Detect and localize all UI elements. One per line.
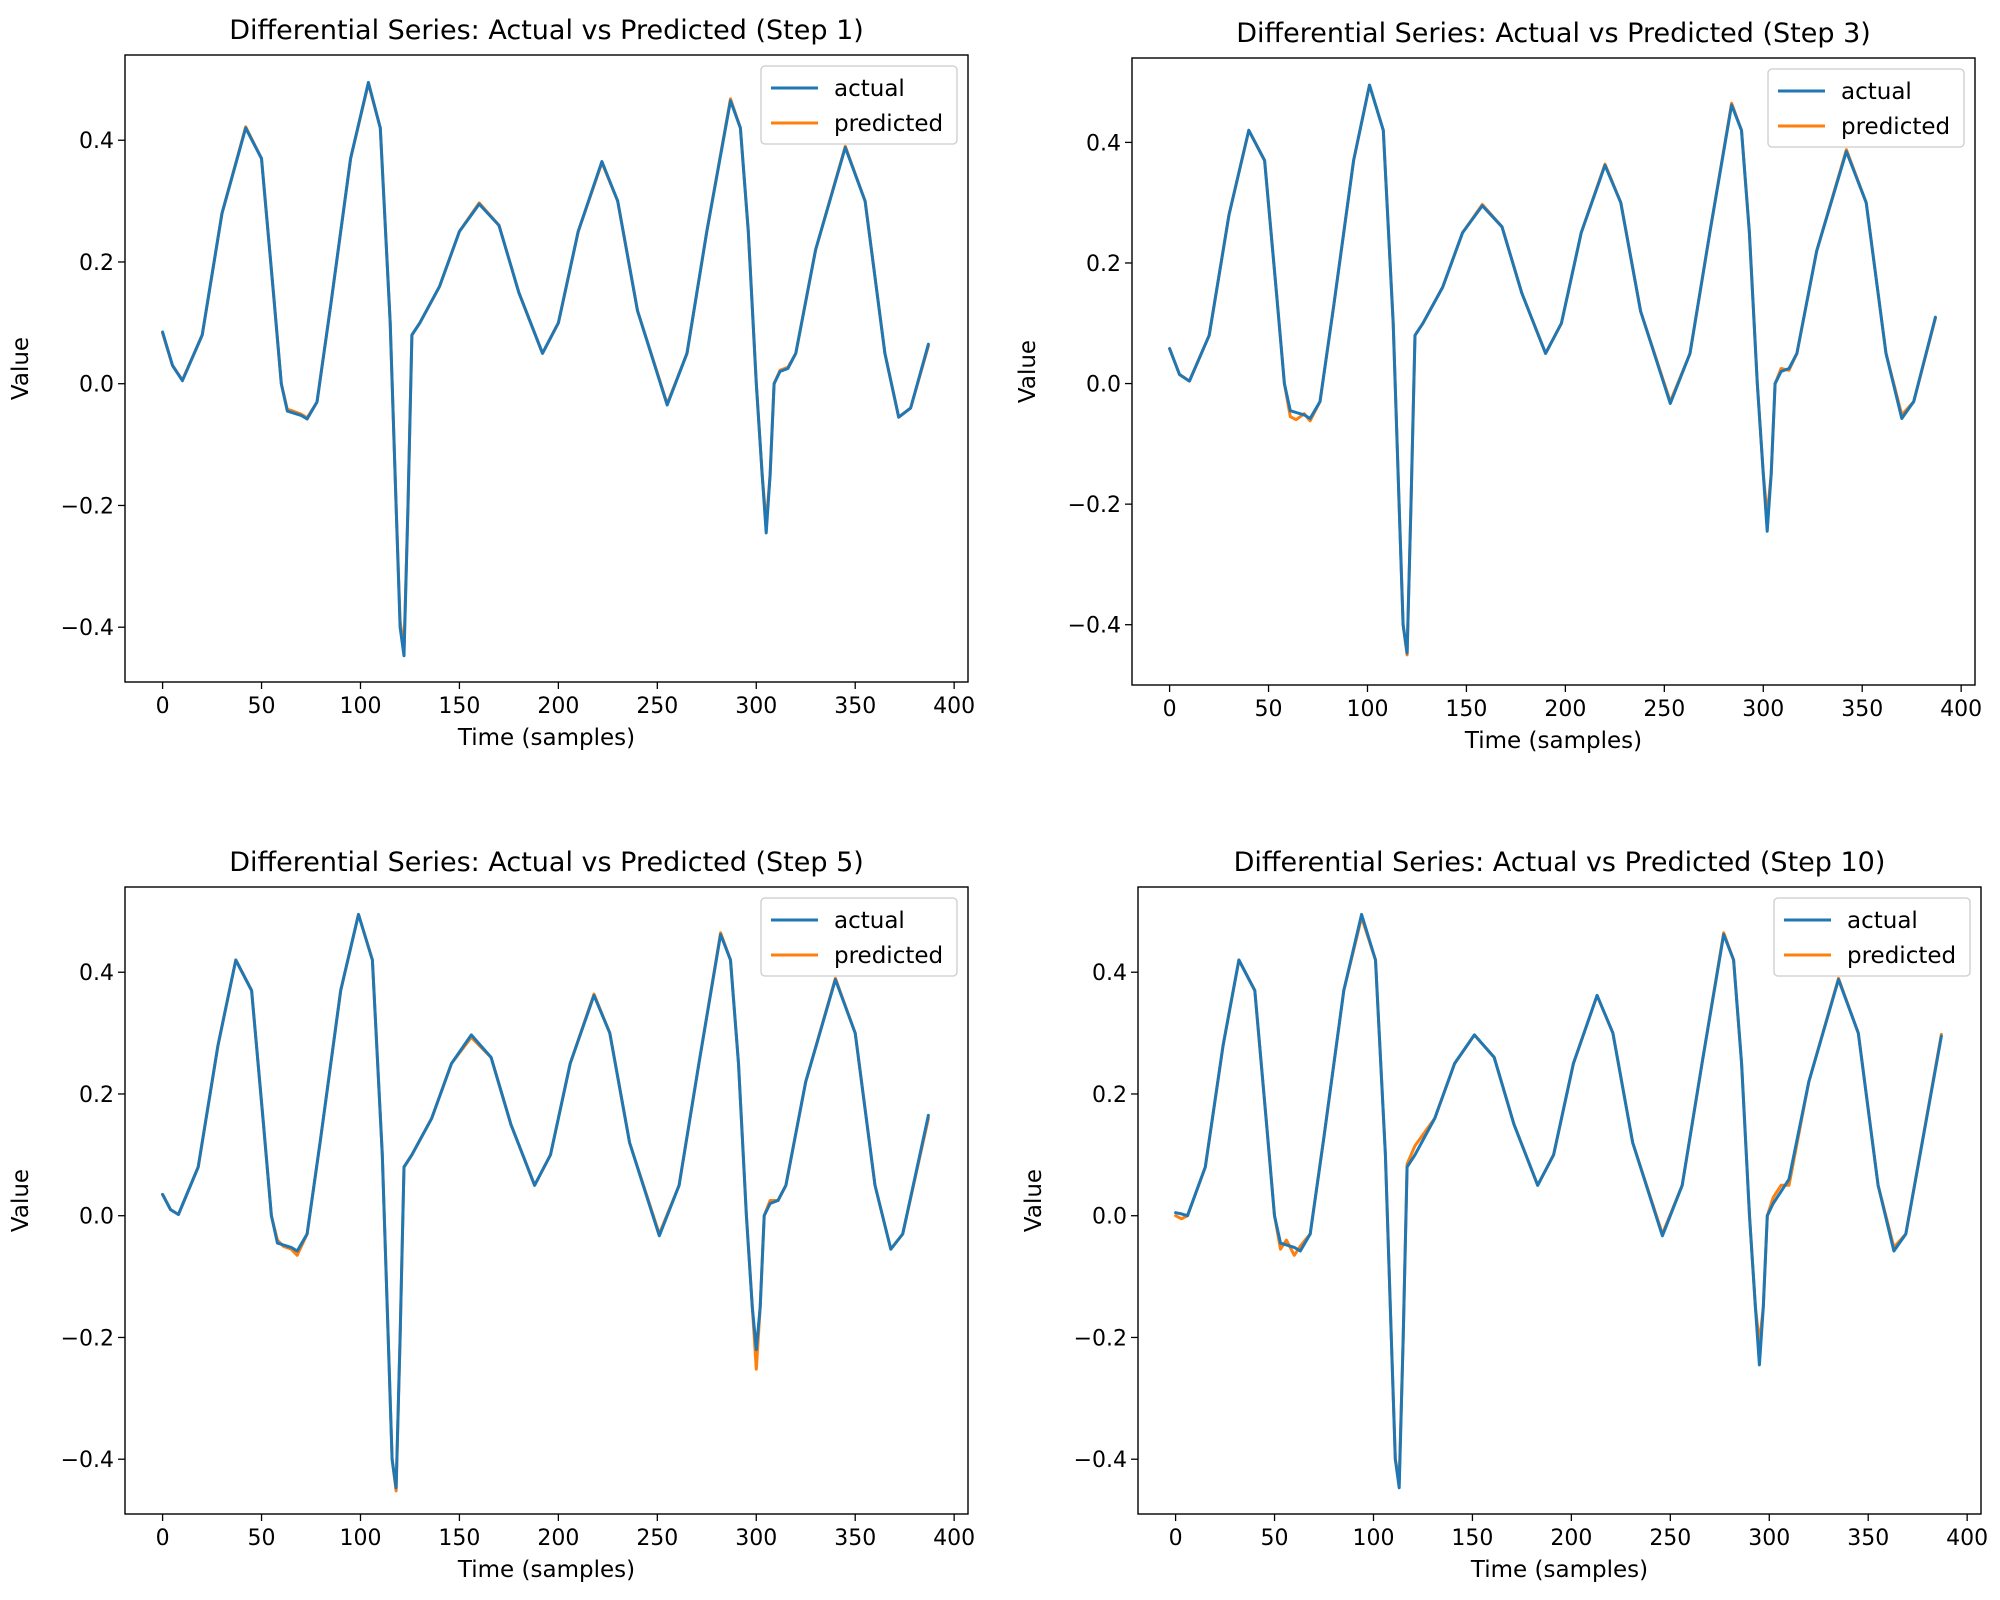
x-tick-label: 300 xyxy=(1748,1526,1790,1551)
x-tick-label: 250 xyxy=(636,694,678,719)
y-tick-label: 0.0 xyxy=(79,373,114,398)
y-axis-label: Value xyxy=(1021,1169,1047,1232)
x-tick-label: 350 xyxy=(1847,1526,1889,1551)
y-tick-label: 0.2 xyxy=(79,251,114,276)
y-tick-label: 0.4 xyxy=(1086,131,1121,156)
plot-frame xyxy=(124,54,969,683)
x-axis-label: Time (samples) xyxy=(1470,1557,1648,1583)
chart-panel-step-3: Differential Series: Actual vs Predicted… xyxy=(1015,18,1982,754)
chart-panel-step-10: Differential Series: Actual vs Predicted… xyxy=(1021,847,1988,1583)
legend-label-actual: actual xyxy=(1847,908,1918,934)
chart-title: Differential Series: Actual vs Predicted… xyxy=(1236,18,1871,49)
x-tick-label: 50 xyxy=(1261,1526,1289,1551)
y-tick-label: 0.4 xyxy=(79,129,114,154)
x-axis-label: Time (samples) xyxy=(457,725,635,751)
legend-label-predicted: predicted xyxy=(834,111,943,137)
x-tick-label: 50 xyxy=(1255,697,1283,722)
x-tick-label: 250 xyxy=(1643,697,1685,722)
y-tick-label: −0.4 xyxy=(61,616,114,641)
x-tick-label: 100 xyxy=(1352,1526,1394,1551)
x-tick-label: 100 xyxy=(1346,697,1388,722)
y-tick-label: 0.4 xyxy=(79,961,114,986)
y-axis-label: Value xyxy=(8,337,34,400)
x-tick-label: 200 xyxy=(537,694,579,719)
series-line-actual xyxy=(161,80,930,658)
y-tick-label: −0.4 xyxy=(61,1448,114,1473)
x-tick-label: 0 xyxy=(156,1526,170,1551)
x-tick-label: 100 xyxy=(339,694,381,719)
x-tick-label: 300 xyxy=(735,694,777,719)
y-tick-label: 0.2 xyxy=(1086,252,1121,277)
x-tick-label: 400 xyxy=(933,694,975,719)
y-tick-label: −0.4 xyxy=(1074,1448,1127,1473)
y-tick-label: 0.0 xyxy=(1086,373,1121,398)
y-tick-label: −0.2 xyxy=(1068,493,1121,518)
x-tick-label: 150 xyxy=(1451,1526,1493,1551)
plot-frame xyxy=(1137,886,1982,1515)
x-tick-label: 0 xyxy=(156,694,170,719)
y-tick-label: −0.2 xyxy=(1074,1326,1127,1351)
x-tick-label: 0 xyxy=(1163,697,1177,722)
x-tick-label: 300 xyxy=(735,1526,777,1551)
y-tick-label: −0.2 xyxy=(61,494,114,519)
chart-panel-step-5: Differential Series: Actual vs Predicted… xyxy=(8,847,975,1583)
x-tick-label: 100 xyxy=(339,1526,381,1551)
legend-label-predicted: predicted xyxy=(834,943,943,969)
y-tick-label: 0.0 xyxy=(1092,1205,1127,1230)
x-tick-label: 150 xyxy=(438,694,480,719)
y-axis-label: Value xyxy=(8,1169,34,1232)
x-tick-label: 50 xyxy=(248,694,276,719)
chart-panel-step-1: Differential Series: Actual vs Predicted… xyxy=(8,15,975,751)
y-tick-label: 0.0 xyxy=(79,1205,114,1230)
y-tick-label: 0.4 xyxy=(1092,961,1127,986)
series-line-actual xyxy=(161,912,930,1490)
legend-label-predicted: predicted xyxy=(1847,943,1956,969)
y-tick-label: −0.2 xyxy=(61,1326,114,1351)
x-axis-label: Time (samples) xyxy=(1464,728,1642,754)
x-tick-label: 300 xyxy=(1742,697,1784,722)
legend-label-actual: actual xyxy=(1841,79,1912,105)
x-tick-label: 400 xyxy=(933,1526,975,1551)
x-tick-label: 150 xyxy=(438,1526,480,1551)
chart-title: Differential Series: Actual vs Predicted… xyxy=(229,15,864,46)
legend-label-predicted: predicted xyxy=(1841,114,1950,140)
chart-title: Differential Series: Actual vs Predicted… xyxy=(229,847,864,878)
series-line-actual xyxy=(1168,83,1937,655)
x-tick-label: 200 xyxy=(1550,1526,1592,1551)
x-tick-label: 250 xyxy=(636,1526,678,1551)
x-tick-label: 400 xyxy=(1940,697,1982,722)
series-line-actual xyxy=(1174,912,1943,1490)
legend-label-actual: actual xyxy=(834,76,905,102)
y-axis-label: Value xyxy=(1015,340,1041,403)
x-tick-label: 0 xyxy=(1169,1526,1183,1551)
y-tick-label: −0.4 xyxy=(1068,614,1121,639)
legend-label-actual: actual xyxy=(834,908,905,934)
x-tick-label: 200 xyxy=(537,1526,579,1551)
x-tick-label: 350 xyxy=(834,1526,876,1551)
plot-frame xyxy=(1131,57,1976,686)
x-tick-label: 350 xyxy=(834,694,876,719)
plot-frame xyxy=(124,886,969,1515)
y-tick-label: 0.2 xyxy=(79,1083,114,1108)
y-tick-label: 0.2 xyxy=(1092,1083,1127,1108)
x-tick-label: 50 xyxy=(248,1526,276,1551)
x-tick-label: 150 xyxy=(1445,697,1487,722)
x-tick-label: 200 xyxy=(1544,697,1586,722)
x-axis-label: Time (samples) xyxy=(457,1557,635,1583)
x-tick-label: 250 xyxy=(1649,1526,1691,1551)
x-tick-label: 400 xyxy=(1946,1526,1988,1551)
chart-title: Differential Series: Actual vs Predicted… xyxy=(1234,847,1886,878)
x-tick-label: 350 xyxy=(1841,697,1883,722)
